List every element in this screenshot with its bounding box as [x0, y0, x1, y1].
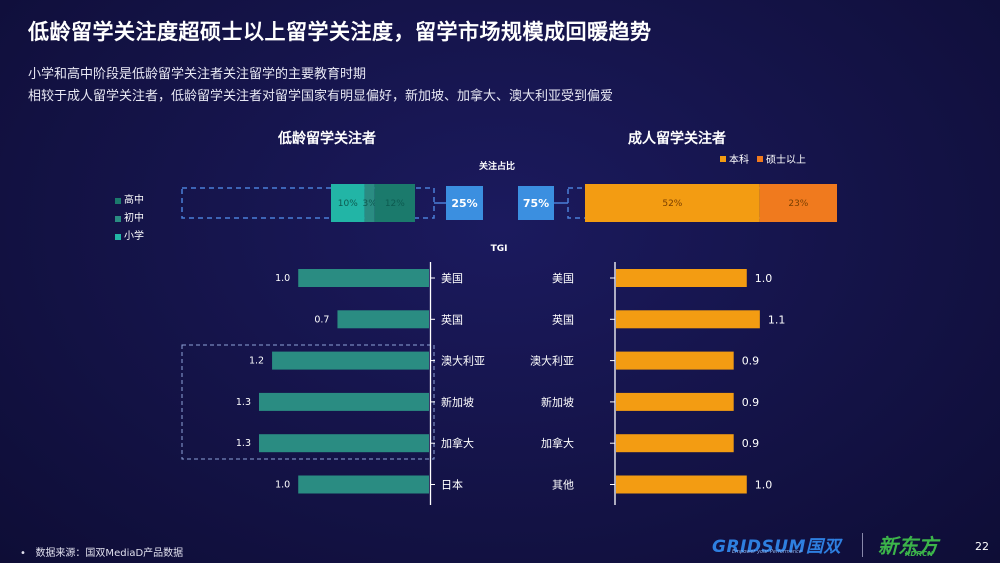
- legend-item-middle-school: 初中: [115, 210, 144, 228]
- subtitle-line-2: 相较于成人留学关注者，低龄留学关注者对留学国家有明显偏好，新加坡、加拿大、澳大利…: [28, 89, 614, 104]
- tgi-value-label: 0.7: [314, 314, 329, 325]
- tgi-value-label: 0.9: [742, 396, 760, 409]
- legend-label: 本科: [729, 155, 749, 166]
- share-bar-label: 23%: [788, 199, 808, 209]
- gridsum-logo-tagline: Empower your Performance: [732, 549, 802, 555]
- data-source-text: 数据来源：国双MediaD产品数据: [35, 548, 184, 559]
- share-bar-label: 12%: [385, 199, 405, 209]
- legend-swatch: [720, 155, 726, 162]
- legend-swatch: [115, 216, 121, 222]
- tgi-value-label: 1.1: [768, 313, 786, 326]
- tgi-value-label: 1.3: [236, 397, 251, 408]
- tgi-value-label: 0.9: [742, 355, 760, 368]
- legend-item-primary-school: 小学: [115, 228, 144, 246]
- share-total-label: 75%: [523, 197, 549, 210]
- right-total-box: [518, 186, 554, 220]
- tgi-bar: [616, 475, 747, 494]
- share-bar-segment: [759, 184, 837, 222]
- xdf-logo: 新东方: [878, 534, 938, 558]
- tgi-category-label: 新加坡: [541, 395, 574, 409]
- tgi-category-label: 加拿大: [541, 436, 574, 450]
- legend-item-master: 硕士以上: [757, 151, 806, 166]
- tgi-bar: [337, 310, 429, 329]
- tgi-bar: [616, 351, 734, 370]
- tgi-bar: [259, 392, 429, 411]
- tgi-category-label: 其他: [552, 479, 574, 492]
- share-bar-segment: [331, 184, 365, 222]
- tgi-category-label: 英国: [441, 312, 463, 326]
- right-legend: 本科 硕士以上: [720, 151, 806, 166]
- tgi-bar: [259, 434, 429, 453]
- tgi-category-label: 新加坡: [441, 395, 474, 409]
- right-panel-title: 成人留学关注者: [628, 131, 726, 147]
- tgi-bar: [616, 310, 760, 329]
- legend-label: 初中: [124, 213, 144, 224]
- share-bar-segment: [585, 184, 760, 222]
- page-title: 低龄留学关注度超硕士以上留学关注度，留学市场规模成回暖趋势: [28, 20, 652, 44]
- tgi-value-label: 0.9: [742, 437, 760, 450]
- tgi-value-label: 1.0: [275, 273, 290, 284]
- tgi-bar: [616, 392, 734, 411]
- share-bar-segment: [364, 184, 375, 222]
- legend-item-bachelor: 本科: [720, 151, 749, 166]
- left-share-frame: [181, 187, 435, 219]
- legend-label: 高中: [124, 195, 144, 206]
- tgi-bar: [298, 475, 429, 494]
- tgi-category-label: 美国: [552, 272, 574, 285]
- tgi-value-label: 1.0: [755, 272, 773, 285]
- tgi-category-label: 英国: [552, 312, 574, 326]
- share-bar-segment: [374, 184, 415, 222]
- tgi-category-label: 澳大利亚: [530, 354, 574, 368]
- legend-label: 硕士以上: [766, 155, 806, 166]
- share-bar-label: 3%: [362, 199, 377, 209]
- share-total-label: 25%: [451, 197, 477, 210]
- tgi-bar: [616, 434, 734, 453]
- page-number: 22: [975, 540, 989, 553]
- tgi-category-label: 美国: [441, 272, 463, 285]
- legend-item-high-school: 高中: [115, 192, 144, 210]
- tgi-value-label: 1.0: [275, 480, 290, 491]
- tgi-value-label: 1.3: [236, 438, 251, 449]
- left-legend: 高中 初中 小学: [115, 192, 144, 246]
- left-panel-title: 低龄留学关注者: [278, 131, 376, 147]
- tgi-chart-title: TGI: [490, 244, 508, 254]
- tgi-category-label: 加拿大: [441, 436, 474, 450]
- left-total-box: [446, 186, 483, 220]
- legend-swatch: [115, 198, 121, 204]
- share-bar-label: 52%: [662, 199, 682, 209]
- tgi-bar: [298, 269, 429, 287]
- tgi-value-label: 1.0: [755, 479, 773, 492]
- share-bar-label: 10%: [338, 199, 358, 209]
- share-chart-title: 关注占比: [478, 162, 516, 172]
- tgi-category-label: 澳大利亚: [441, 354, 485, 368]
- legend-swatch: [757, 155, 763, 162]
- legend-swatch: [115, 234, 121, 240]
- tgi-category-label: 日本: [441, 478, 463, 492]
- data-source-note: • 数据来源：国双MediaD产品数据: [20, 548, 184, 559]
- legend-label: 小学: [124, 231, 144, 242]
- xdf-logo-tagline: XDF.CN: [905, 550, 934, 558]
- gridsum-logo: GRIDSUM国双: [712, 537, 841, 557]
- logo-divider: [862, 533, 863, 557]
- tgi-value-label: 1.2: [249, 356, 264, 367]
- subtitle-line-1: 小学和高中阶段是低龄留学关注者关注留学的主要教育时期: [28, 67, 367, 82]
- tgi-bar: [272, 351, 429, 370]
- tgi-bar: [616, 269, 747, 287]
